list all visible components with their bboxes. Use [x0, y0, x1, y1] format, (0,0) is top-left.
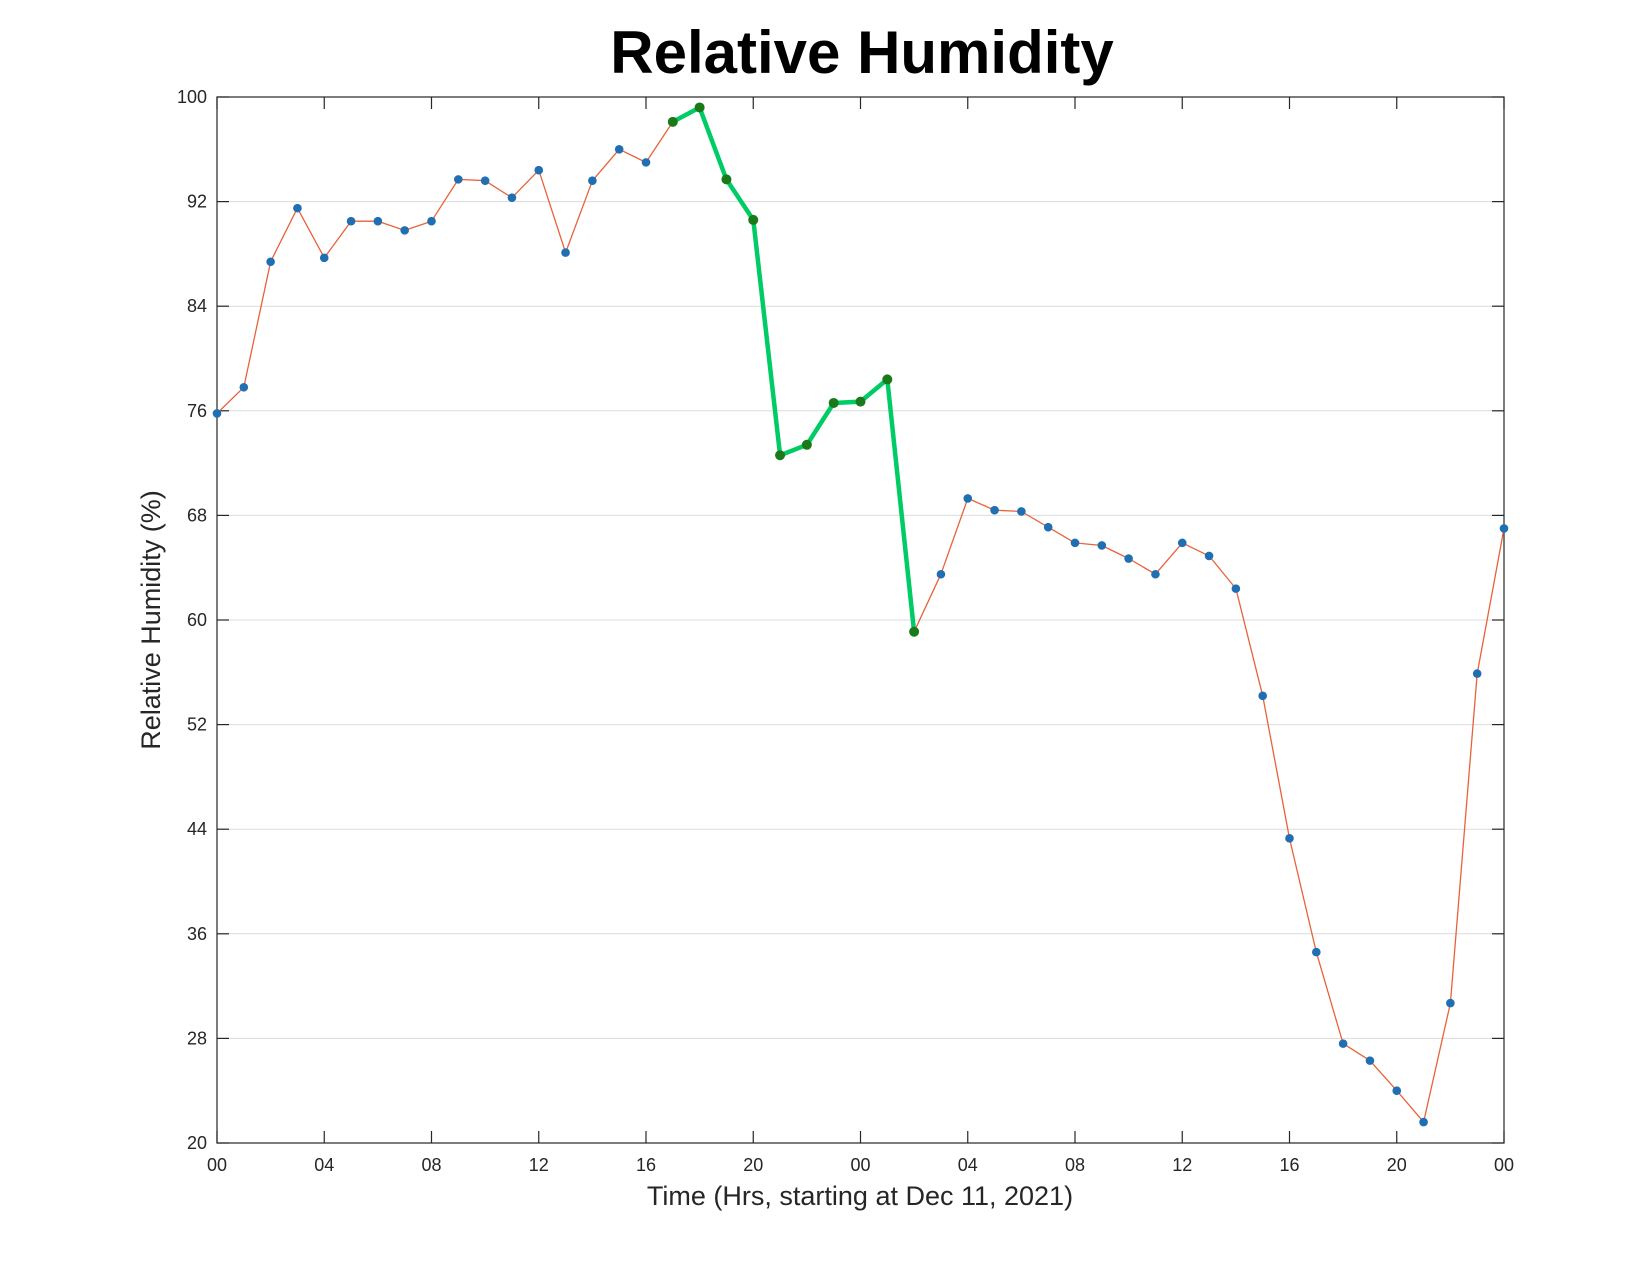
highlight-data-point	[882, 374, 893, 385]
y-tick-label: 20	[187, 1133, 207, 1153]
x-tick-label: 20	[1387, 1155, 1407, 1175]
highlight-data-point	[694, 102, 705, 113]
y-tick-label: 36	[187, 924, 207, 944]
x-axis-label: Time (Hrs, starting at Dec 11, 2021)	[647, 1181, 1073, 1211]
y-tick-label: 44	[187, 819, 207, 839]
data-point	[588, 176, 597, 185]
data-point	[1446, 998, 1455, 1008]
highlight-data-point	[748, 214, 759, 225]
x-tick-label: 08	[1065, 1155, 1085, 1175]
data-point	[534, 165, 544, 175]
data-point	[1258, 691, 1267, 701]
data-point	[1499, 524, 1509, 533]
x-tick-label: 04	[314, 1155, 334, 1175]
highlight-data-point	[855, 396, 866, 407]
data-point	[1231, 584, 1241, 593]
data-point	[212, 409, 222, 418]
x-tick-label: 00	[850, 1155, 870, 1175]
highlight-data-point	[667, 116, 678, 127]
data-point	[1097, 541, 1107, 550]
y-tick-label: 100	[177, 87, 207, 107]
data-point	[507, 193, 517, 202]
y-tick-label: 28	[187, 1028, 207, 1048]
data-point	[1151, 569, 1160, 579]
chart-title: Relative Humidity	[610, 19, 1114, 86]
x-tick-label: 16	[1279, 1155, 1299, 1175]
data-point	[1472, 669, 1482, 678]
data-point	[1365, 1056, 1375, 1065]
data-point	[1017, 507, 1026, 516]
gridlines	[217, 201, 1504, 1039]
y-tick-label: 76	[187, 401, 207, 421]
data-point	[936, 569, 946, 579]
data-point	[1312, 947, 1321, 957]
x-tick-label: 20	[743, 1155, 763, 1175]
data-point	[1070, 538, 1080, 548]
data-point	[1419, 1117, 1428, 1127]
series-line-highlight	[670, 105, 917, 635]
data-point	[1124, 554, 1133, 563]
highlight-data-point	[801, 439, 812, 450]
data-point	[1338, 1039, 1348, 1048]
data-point	[641, 158, 651, 167]
y-tick-label: 52	[187, 715, 207, 735]
data-point	[561, 248, 570, 257]
data-point	[1177, 538, 1187, 548]
y-axis-label: Relative Humidity (%)	[136, 490, 166, 750]
x-tick-label: 04	[958, 1155, 978, 1175]
data-point	[480, 176, 490, 185]
series-points	[212, 102, 1509, 1127]
data-point	[239, 382, 249, 392]
data-point	[990, 505, 999, 515]
y-tick-label: 92	[187, 192, 207, 212]
x-tick-label: 12	[1172, 1155, 1192, 1175]
data-point	[1392, 1086, 1402, 1095]
data-point	[400, 226, 409, 235]
data-point	[1043, 522, 1053, 532]
data-point	[319, 253, 329, 263]
y-tick-label: 68	[187, 505, 207, 525]
highlight-data-point	[721, 174, 732, 185]
x-tick-label: 00	[207, 1155, 227, 1175]
x-tick-label: 16	[636, 1155, 656, 1175]
data-point	[427, 216, 436, 226]
data-point	[373, 216, 383, 226]
highlight-data-point	[828, 397, 839, 408]
data-point	[614, 145, 624, 154]
data-point	[266, 257, 275, 267]
x-tick-label: 08	[421, 1155, 441, 1175]
data-point	[963, 494, 973, 503]
x-tick-label: 00	[1494, 1155, 1514, 1175]
data-point	[1285, 834, 1294, 843]
data-point	[293, 203, 302, 213]
highlight-data-point	[909, 626, 920, 637]
data-point	[1204, 551, 1214, 561]
y-tick-label: 84	[187, 296, 207, 316]
highlight-data-point	[775, 450, 786, 461]
y-tick-label: 60	[187, 610, 207, 630]
x-tick-label: 12	[529, 1155, 549, 1175]
data-point	[454, 175, 463, 184]
data-point	[346, 216, 356, 226]
